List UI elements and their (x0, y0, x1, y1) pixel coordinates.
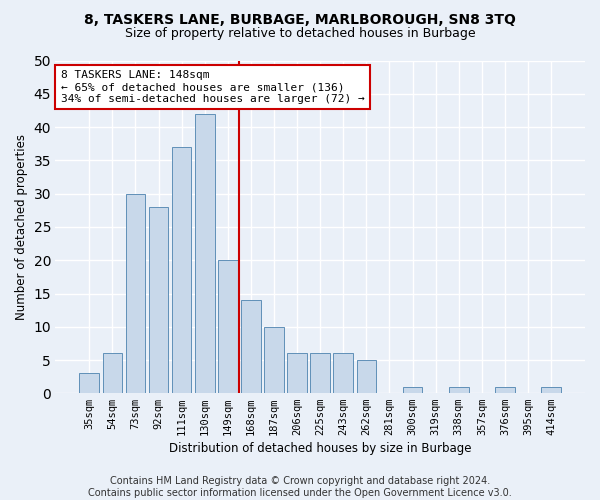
Bar (356, 360, 376, 394)
Text: 8, TASKERS LANE, BURBAGE, MARLBOROUGH, SN8 3TQ: 8, TASKERS LANE, BURBAGE, MARLBOROUGH, S… (84, 12, 516, 26)
Y-axis label: Number of detached properties: Number of detached properties (15, 134, 28, 320)
Bar (264, 327, 284, 394)
Bar (310, 354, 330, 394)
Bar (103, 354, 122, 394)
Bar (449, 386, 469, 394)
Bar (172, 147, 191, 394)
Bar (334, 354, 353, 394)
Bar (79, 374, 99, 394)
Bar (541, 386, 561, 394)
Text: 8 TASKERS LANE: 148sqm
← 65% of detached houses are smaller (136)
34% of semi-de: 8 TASKERS LANE: 148sqm ← 65% of detached… (61, 70, 364, 104)
Bar (125, 194, 145, 394)
Bar (149, 207, 169, 394)
Bar (495, 386, 515, 394)
Bar (287, 354, 307, 394)
X-axis label: Distribution of detached houses by size in Burbage: Distribution of detached houses by size … (169, 442, 472, 455)
Text: Size of property relative to detached houses in Burbage: Size of property relative to detached ho… (125, 28, 475, 40)
Bar (218, 260, 238, 394)
Text: Contains HM Land Registry data © Crown copyright and database right 2024.
Contai: Contains HM Land Registry data © Crown c… (88, 476, 512, 498)
Bar (195, 114, 215, 394)
Bar (241, 300, 261, 394)
Bar (403, 386, 422, 394)
